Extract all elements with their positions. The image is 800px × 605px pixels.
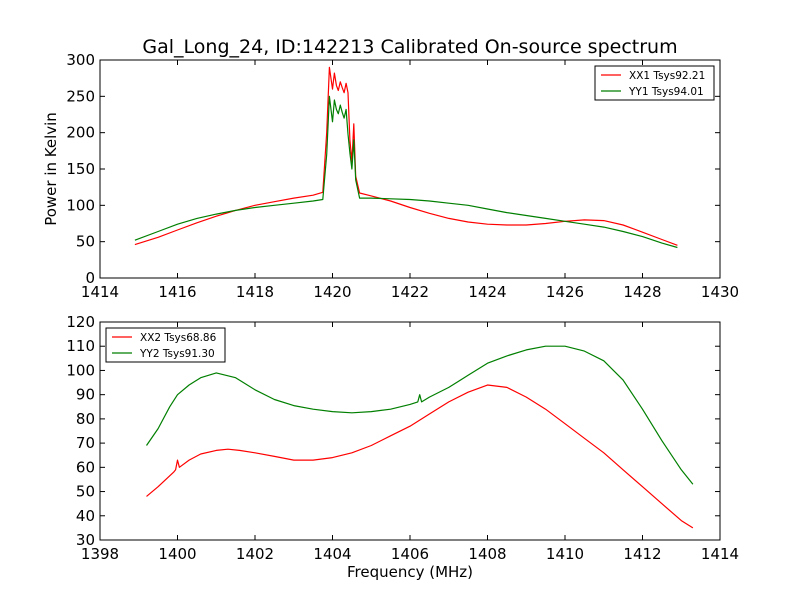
y-tick-label: 40 xyxy=(76,507,95,525)
y-tick-label: 0 xyxy=(85,269,95,287)
x-tick-label: 1430 xyxy=(701,283,739,301)
y-tick-label: 100 xyxy=(66,361,95,379)
series-line-2-1 xyxy=(146,384,694,529)
x-tick-label: 1424 xyxy=(468,283,506,301)
x-tick-label: 1418 xyxy=(236,283,274,301)
legend: XX2 Tsys68.86 YY2 Tsys91.30 xyxy=(105,327,226,363)
x-tick-label: 1402 xyxy=(236,545,274,563)
x-tick-label: 1408 xyxy=(468,545,506,563)
y-tick-label: 50 xyxy=(76,233,95,251)
legend-entry: XX1 Tsys92.21 xyxy=(629,70,705,82)
x-tick-label: 1412 xyxy=(623,545,661,563)
y-tick-label: 200 xyxy=(66,124,95,142)
x-tick-label: 1426 xyxy=(546,283,584,301)
y-tick-label: 60 xyxy=(76,458,95,476)
legend-entry: XX2 Tsys68.86 xyxy=(140,332,217,344)
series-line-1-1 xyxy=(134,66,678,246)
x-tick-label: 1404 xyxy=(313,545,351,563)
y-axis-label: Power in Kelvin xyxy=(42,112,60,226)
y-tick-label: 120 xyxy=(66,313,95,331)
chart-title: Gal_Long_24, ID:142213 Calibrated On-sou… xyxy=(142,36,677,58)
legend-box xyxy=(105,327,226,363)
x-tick-label: 1398 xyxy=(81,545,119,563)
x-tick-label: 1416 xyxy=(158,283,196,301)
y-tick-label: 150 xyxy=(66,160,95,178)
legend-entry: YY1 Tsys94.01 xyxy=(628,86,704,98)
y-tick-label: 80 xyxy=(76,410,95,428)
x-tick-label: 1400 xyxy=(158,545,196,563)
x-tick-label: 1414 xyxy=(81,283,119,301)
y-tick-label: 30 xyxy=(76,531,95,549)
y-tick-label: 100 xyxy=(66,196,95,214)
legend-box xyxy=(594,65,715,101)
legend: XX1 Tsys92.21 YY1 Tsys94.01 xyxy=(594,65,715,101)
panel-1: 1414 1416 1418 1420 1422 1424 1426 1428 1430 0 50 1… xyxy=(42,51,739,301)
panel-2: 1398 1400 1402 1404 1406 1408 1410 1412 1414 30 40… xyxy=(66,313,739,581)
x-tick-label: 1410 xyxy=(546,545,584,563)
y-tick-label: 110 xyxy=(66,337,95,355)
x-axis-label: Frequency (MHz) xyxy=(347,563,473,581)
y-tick-label: 90 xyxy=(76,386,95,404)
panels: 1414 1416 1418 1420 1422 1424 1426 1428 14300501… xyxy=(42,51,739,581)
series-line-2-2 xyxy=(146,345,694,485)
x-tick-label: 1414 xyxy=(701,545,739,563)
x-tick-label: 1406 xyxy=(391,545,429,563)
y-tick-label: 70 xyxy=(76,434,95,452)
legend-entry: YY2 Tsys91.30 xyxy=(139,348,215,360)
y-tick-label: 250 xyxy=(66,87,95,105)
y-tick-label: 50 xyxy=(76,483,95,501)
x-tick-label: 1428 xyxy=(623,283,661,301)
series-line-1-2 xyxy=(134,95,678,249)
x-tick-label: 1420 xyxy=(313,283,351,301)
x-tick-label: 1422 xyxy=(391,283,429,301)
y-tick-label: 300 xyxy=(66,51,95,69)
